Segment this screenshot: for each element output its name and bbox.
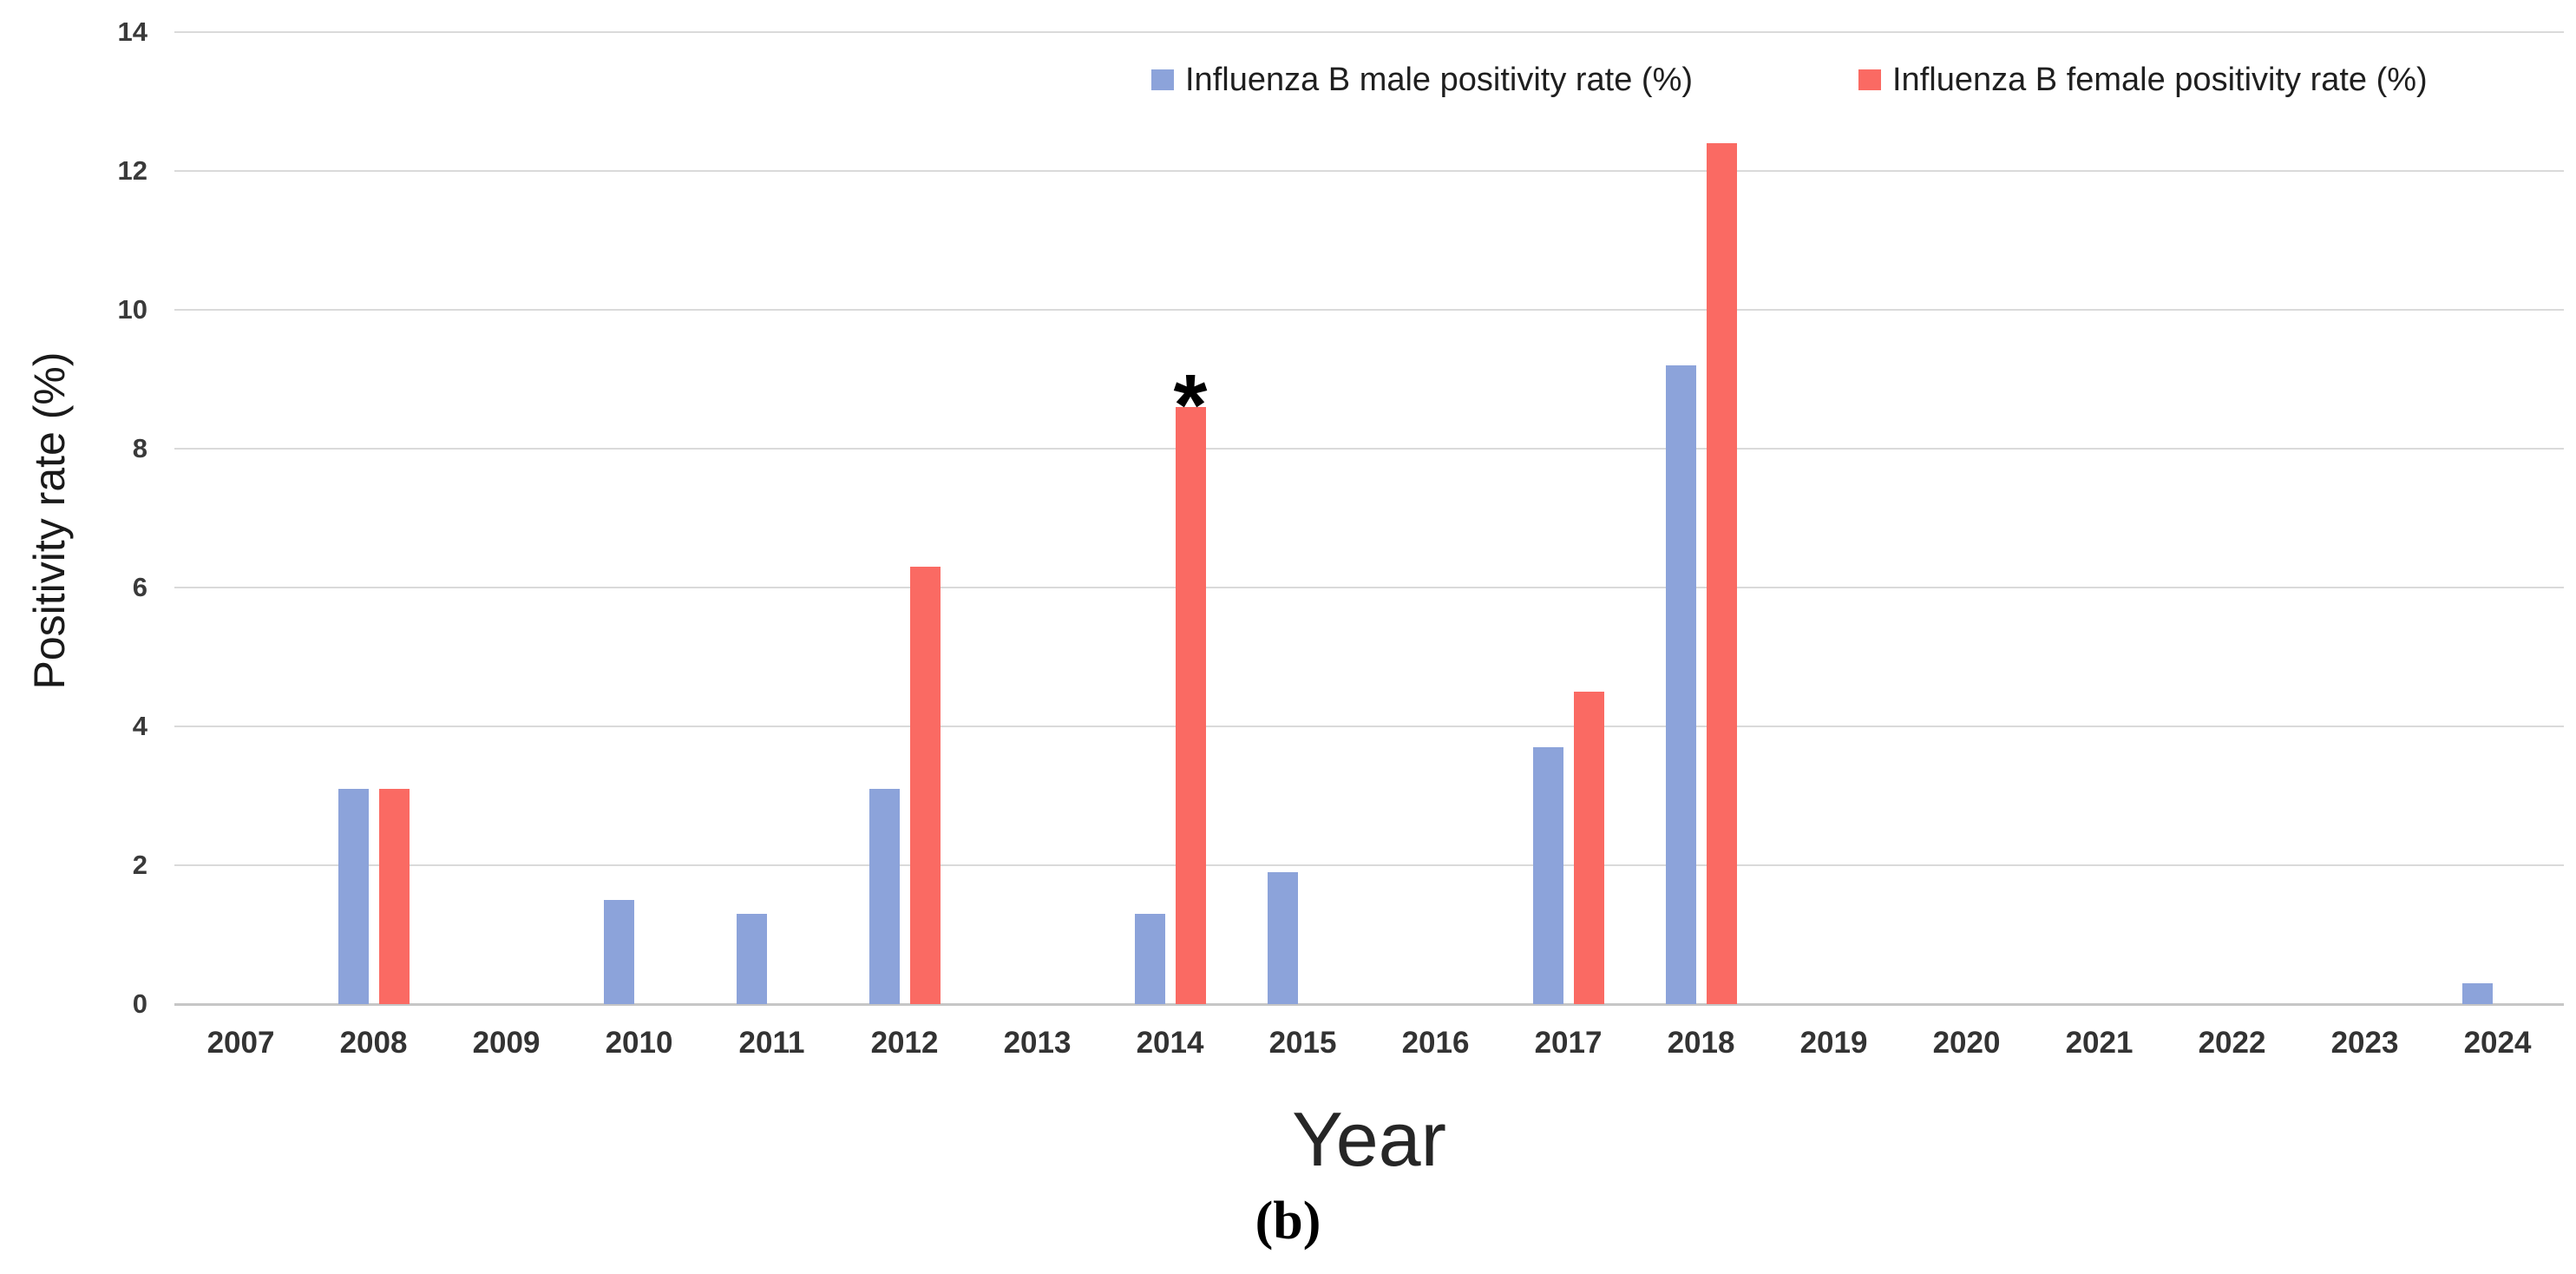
x-tick-label-2020: 2020 [1932,1026,2001,1060]
y-tick-label-0: 0 [132,988,147,1019]
x-axis-title: Year [1292,1096,1446,1182]
x-tick-label-2015: 2015 [1268,1026,1337,1060]
x-tick-label-2007: 2007 [206,1026,275,1060]
x-tick-label-2011: 2011 [738,1026,805,1060]
x-tick-label-2022: 2022 [2198,1026,2266,1060]
bar-male-2015 [1267,872,1298,1004]
bar-male-2017 [1532,747,1563,1004]
x-tick-label-2019: 2019 [1799,1026,1868,1060]
bar-female-2014 [1175,407,1206,1004]
x-tick-label-2008: 2008 [339,1026,408,1060]
gridline [174,726,2564,727]
bar-male-2008 [338,789,369,1004]
x-tick-label-2012: 2012 [870,1026,939,1060]
legend-item-male: Influenza B male positivity rate (%) [1151,61,1693,99]
bar-male-2010 [603,900,634,1004]
x-tick-label-2009: 2009 [472,1026,541,1060]
bar-male-2012 [868,789,900,1004]
y-tick-label-2: 2 [132,850,147,880]
legend-female-label: Influenza B female positivity rate (%) [1892,62,2428,98]
bar-male-2011 [736,914,767,1004]
x-tick-label-2024: 2024 [2463,1026,2532,1060]
bar-male-2018 [1665,365,1696,1004]
legend-item-female: Influenza B female positivity rate (%) [1858,61,2428,99]
gridline [174,448,2564,450]
bar-female-2012 [909,567,941,1004]
bar-female-2018 [1706,143,1737,1004]
y-tick-label-4: 4 [132,711,147,741]
x-tick-label-2017: 2017 [1534,1026,1603,1060]
gridline [174,309,2564,311]
y-tick-label-8: 8 [132,433,147,463]
x-tick-label-2010: 2010 [605,1026,673,1060]
x-tick-label-2023: 2023 [2330,1026,2399,1060]
significance-asterisk: * [1173,357,1208,454]
bar-male-2024 [2461,983,2493,1004]
bar-female-2017 [1573,692,1604,1004]
legend-male-label: Influenza B male positivity rate (%) [1185,62,1694,98]
y-tick-label-10: 10 [117,294,147,325]
gridline [174,170,2564,172]
gridline [174,864,2564,866]
x-tick-label-2014: 2014 [1136,1026,1204,1060]
y-tick-label-14: 14 [117,16,147,47]
gridline [174,587,2564,588]
x-tick-label-2013: 2013 [1003,1026,1072,1060]
panel-label: (b) [1255,1192,1321,1251]
y-tick-label-6: 6 [132,572,147,602]
gridline [174,31,2564,33]
y-axis-title: Positivity rate (%) [25,351,74,690]
bar-male-2014 [1134,914,1165,1004]
x-tick-label-2016: 2016 [1401,1026,1470,1060]
x-tick-label-2018: 2018 [1667,1026,1735,1060]
male-series-swatch-icon [1151,69,1174,90]
bar-female-2008 [378,789,410,1004]
x-tick-label-2021: 2021 [2065,1026,2134,1060]
y-tick-label-12: 12 [117,155,147,186]
x-axis-line [174,1003,2564,1006]
female-series-swatch-icon [1858,69,1881,90]
